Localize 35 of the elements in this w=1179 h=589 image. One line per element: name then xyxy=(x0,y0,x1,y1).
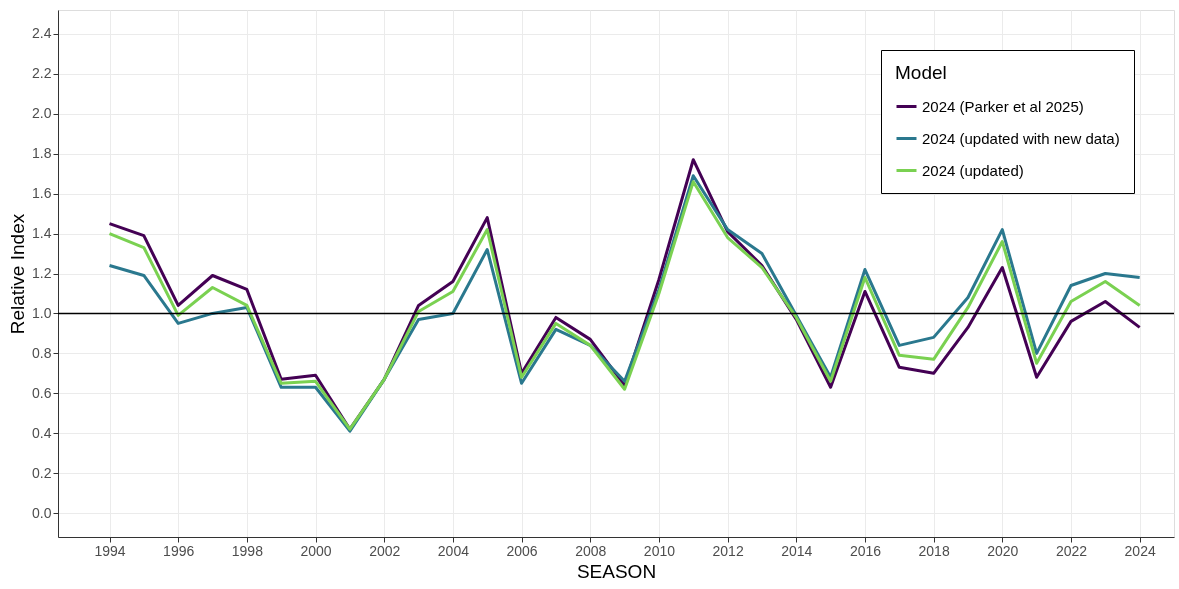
legend-label: 2024 (updated) xyxy=(922,161,1024,179)
y-tick-label: 2.0 xyxy=(32,105,52,122)
x-tick-label: 2004 xyxy=(437,542,470,559)
x-tick-label: 2002 xyxy=(369,542,401,559)
legend-title: Model xyxy=(895,62,947,83)
x-tick-label: 2010 xyxy=(643,542,676,559)
x-tick-label: 1996 xyxy=(163,542,195,559)
x-tick-label: 2006 xyxy=(506,542,538,559)
y-tick-label: 0.8 xyxy=(32,344,52,361)
x-tick-label: 2012 xyxy=(712,542,744,559)
y-tick-label: 0.4 xyxy=(32,424,52,441)
y-tick-label: 0.0 xyxy=(32,504,52,521)
y-tick-label: 1.8 xyxy=(32,145,52,162)
y-tick-label: 2.2 xyxy=(32,65,52,82)
legend-label: 2024 (updated with new data) xyxy=(922,129,1120,147)
x-tick-label: 2022 xyxy=(1055,542,1088,559)
x-tick-label: 1994 xyxy=(94,542,126,559)
x-tick-label: 2016 xyxy=(849,542,882,559)
y-tick-label: 1.4 xyxy=(32,225,52,242)
y-tick-label: 2.4 xyxy=(32,25,52,42)
y-tick-label: 0.6 xyxy=(32,384,52,401)
y-tick-label: 1.0 xyxy=(32,304,52,321)
x-tick-label: 2000 xyxy=(300,542,332,559)
y-tick-label: 0.2 xyxy=(32,464,52,481)
x-tick-label: 2018 xyxy=(918,542,950,559)
y-tick-label: 1.6 xyxy=(32,185,52,202)
x-axis-title: SEASON xyxy=(576,560,657,582)
x-tick-label: 1998 xyxy=(231,542,264,559)
y-tick-label: 1.2 xyxy=(32,265,52,281)
x-tick-label: 2020 xyxy=(987,542,1019,559)
x-tick-label: 2024 xyxy=(1124,542,1156,559)
y-axis-title: Relative Index xyxy=(7,213,29,335)
legend-label: 2024 (Parker et al 2025) xyxy=(922,97,1084,115)
x-tick-label: 2008 xyxy=(575,542,607,559)
x-tick-label: 2014 xyxy=(781,542,813,559)
